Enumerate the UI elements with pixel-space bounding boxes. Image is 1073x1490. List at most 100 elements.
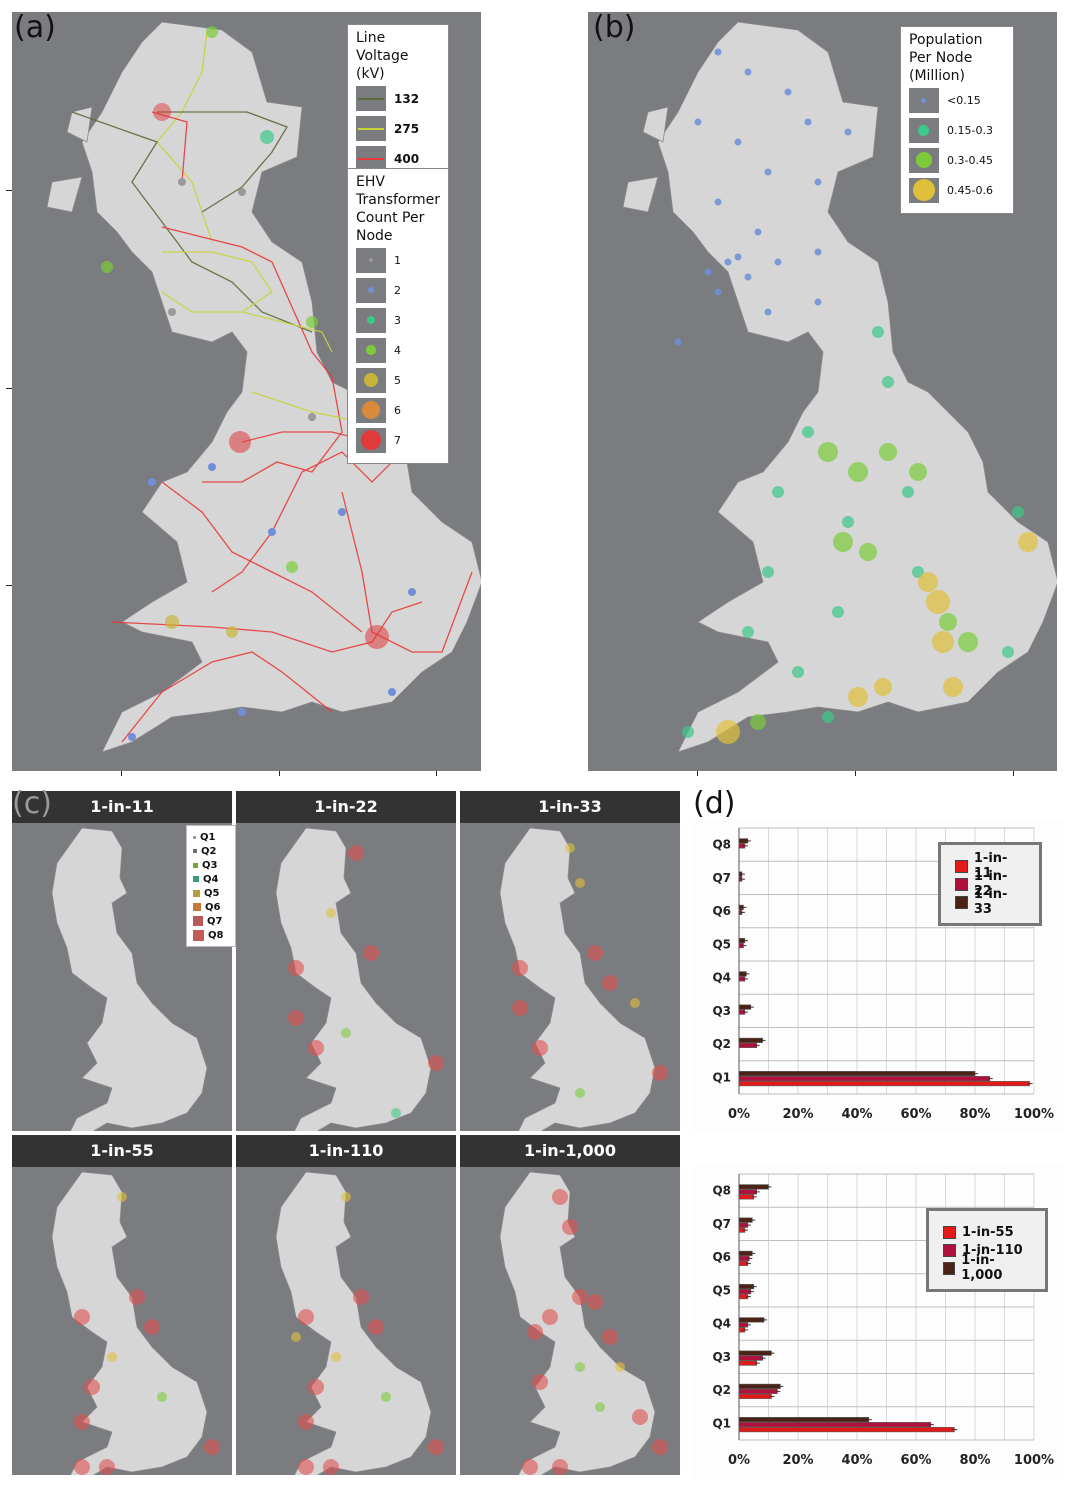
voltage-legend-title-1: Line <box>356 30 386 46</box>
quartile-legend-label: Q2 <box>201 845 217 857</box>
tile-map <box>499 827 668 1131</box>
tile-node <box>129 1289 145 1305</box>
tile-node <box>74 1414 90 1430</box>
chart-d-top-legend-label: 1-in-33 <box>973 887 1008 917</box>
chart-d-bottom-svg: 0% 20% 40% 60% 80% 100% Q8 Q7 Q6 Q5 Q4 Q3 Q2 Q1 <box>712 1173 1054 1468</box>
quartile-legend-label: Q5 <box>204 887 220 899</box>
category-label: Q5 <box>712 937 731 951</box>
x-tick-label: 20% <box>782 1107 813 1122</box>
bar <box>738 1355 763 1361</box>
category-label: Q6 <box>712 1250 731 1264</box>
tile-4: 1-in-55 <box>12 1135 232 1475</box>
bar <box>738 1194 755 1200</box>
category-label: Q7 <box>712 1217 731 1231</box>
category-label: Q1 <box>712 1416 731 1430</box>
quartile-legend-item: Q1 <box>193 830 229 844</box>
population-legend-item: 0.15-0.3 <box>909 117 1005 144</box>
tile-3: 1-in-33 <box>460 791 680 1131</box>
bar <box>738 1037 763 1043</box>
chart-d-bottom-legend-label: 1-in-1,000 <box>961 1253 1003 1283</box>
tile-node <box>565 843 575 853</box>
tile-node <box>552 1459 568 1475</box>
tile-node <box>341 1028 351 1038</box>
panel-b-label: (b) <box>593 10 636 45</box>
population-legend-label: 0.45-0.6 <box>947 184 993 197</box>
tile-node <box>144 1319 160 1335</box>
category-label: Q4 <box>712 1317 731 1331</box>
tile-node <box>602 1329 618 1345</box>
category-label: Q2 <box>712 1037 731 1051</box>
tile-title: 1-in-22 <box>236 791 456 823</box>
ehv-legend-item: 3 <box>356 307 440 334</box>
category-label: Q2 <box>712 1383 731 1397</box>
tile-node <box>308 1040 324 1056</box>
tile-node <box>117 1192 127 1202</box>
tile-node <box>587 1294 603 1310</box>
bar <box>738 1071 976 1077</box>
quartile-legend: Q1 Q2 Q3 Q4 Q5 Q6 Q7 Q8 <box>186 825 236 947</box>
panel-b-map: Population Per Node (Million) <0.15 0.15… <box>588 12 1057 771</box>
tile-node <box>587 945 603 961</box>
chart-d-bottom-legend: 1-in-55 1-in-110 1-in-1,000 <box>926 1208 1048 1292</box>
ehv-legend-item: 4 <box>356 337 440 364</box>
tile-node <box>428 1055 444 1071</box>
ehv-legend-title-1: EHV <box>356 174 385 190</box>
chart-d-top-legend-label: 1-in-22 <box>973 869 1008 899</box>
bar <box>738 1076 991 1082</box>
ehv-legend-title-3: Count Per <box>356 210 425 226</box>
x-tick-label: 40% <box>841 1107 872 1122</box>
bar <box>738 1317 765 1323</box>
tile-title: 1-in-110 <box>236 1135 456 1167</box>
voltage-legend-label: 275 <box>394 121 420 136</box>
panel-a-label: (a) <box>14 10 56 45</box>
quartile-legend-item: Q7 <box>193 914 229 928</box>
tile-node <box>575 878 585 888</box>
chart-d-bottom-legend-item: 1-in-1,000 <box>943 1253 1031 1283</box>
tile-node <box>368 1319 384 1335</box>
population-legend-title-2: Per Node <box>909 50 973 66</box>
quartile-legend-item: Q5 <box>193 886 229 900</box>
tile-node <box>632 1409 648 1425</box>
tile-node <box>512 1000 528 1016</box>
quartile-legend-label: Q7 <box>207 915 223 927</box>
x-tick-label: 60% <box>900 1453 931 1468</box>
tile-title: 1-in-11 <box>12 791 232 823</box>
x-tick-label: 60% <box>900 1107 931 1122</box>
population-legend-item: 0.45-0.6 <box>909 177 1005 204</box>
category-label: Q8 <box>712 1184 731 1198</box>
tile-node <box>522 1459 538 1475</box>
tile-node <box>99 1459 115 1475</box>
quartile-legend-label: Q4 <box>203 873 219 885</box>
ehv-legend-item: 7 <box>356 427 440 454</box>
quartile-legend-label: Q6 <box>205 901 221 913</box>
category-label: Q3 <box>712 1004 731 1018</box>
voltage-legend-title-2: Voltage <box>356 48 409 64</box>
ehv-legend-item: 1 <box>356 247 440 274</box>
ehv-legend-title-2: Transformer <box>356 192 441 208</box>
population-legend-label: <0.15 <box>947 94 981 107</box>
category-label: Q8 <box>712 838 731 852</box>
tile-node <box>527 1324 543 1340</box>
bar <box>738 1189 758 1195</box>
tile-node <box>348 845 364 861</box>
population-legend-label: 0.15-0.3 <box>947 124 993 137</box>
tile-node <box>288 960 304 976</box>
tile-node <box>288 1010 304 1026</box>
category-label: Q5 <box>712 1283 731 1297</box>
voltage-legend: Line Voltage (kV) 132 275 400 <box>347 24 449 182</box>
population-legend: Population Per Node (Million) <0.15 0.15… <box>900 26 1014 214</box>
chart-d-top-legend-label: 1-in-11 <box>973 851 1008 881</box>
category-label: Q4 <box>712 971 731 985</box>
tile-title: 1-in-55 <box>12 1135 232 1167</box>
chart-d-bottom-legend-item: 1-in-55 <box>943 1223 1031 1241</box>
x-tick-label: 40% <box>841 1453 872 1468</box>
ehv-legend-item: 6 <box>356 397 440 424</box>
tile-node <box>74 1459 90 1475</box>
tile-title: 1-in-1,000 <box>460 1135 680 1167</box>
tile-node <box>308 1379 324 1395</box>
tile-node <box>652 1439 668 1455</box>
bar <box>738 1184 769 1190</box>
tile-node <box>572 1289 588 1305</box>
tile-node <box>512 960 528 976</box>
tile-map <box>51 1171 220 1475</box>
